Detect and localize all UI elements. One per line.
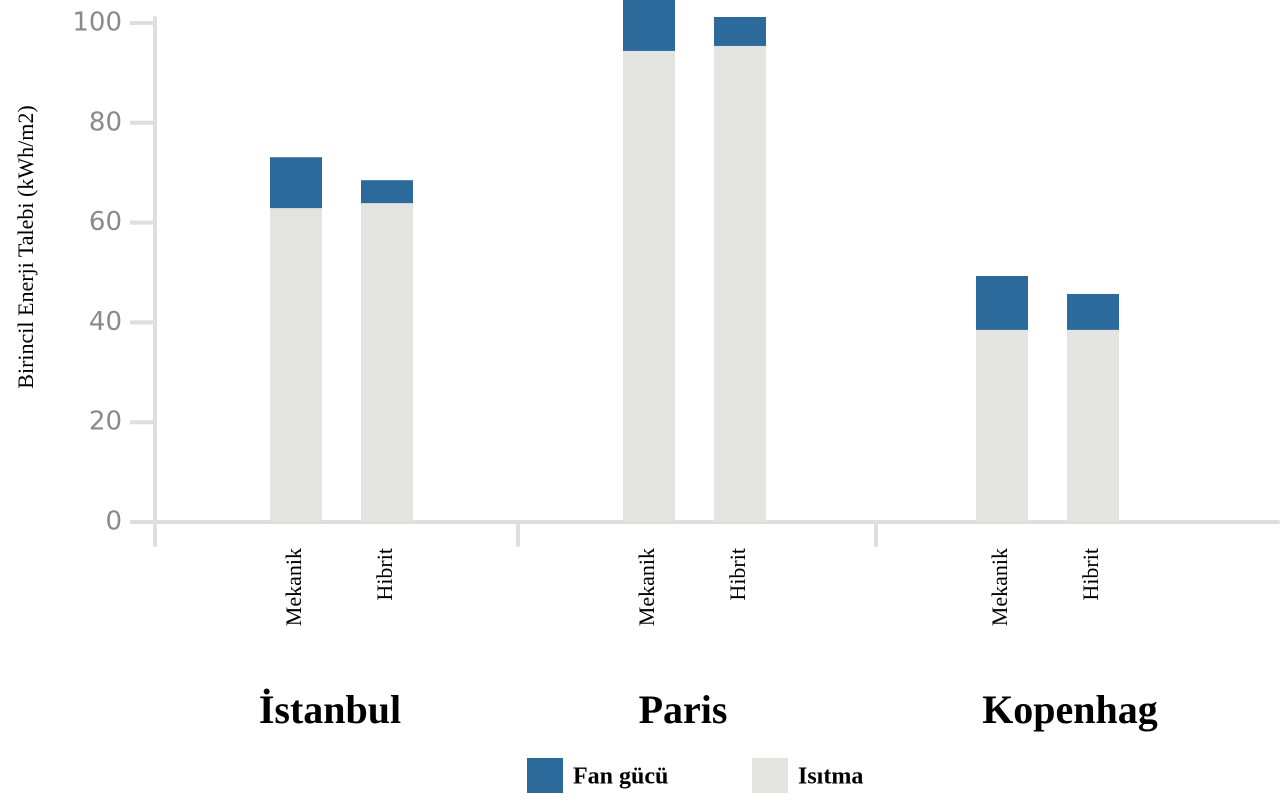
bar-segment [623,50,675,522]
x-tick-label: Mekanik [987,548,1012,626]
x-tick-label: Mekanik [634,548,659,626]
y-tick-label: 20 [89,407,122,437]
y-tick-label: 80 [89,107,122,137]
legend-swatch [752,758,788,793]
bar-segment [270,157,322,209]
bar-segment [714,45,766,522]
x-tick-label: Hibrit [1078,548,1103,601]
bar-segment [1067,329,1119,522]
legend-label: Fan gücü [573,764,668,790]
legend-label: Isıtma [798,764,863,790]
bar-segment [714,17,766,46]
y-axis-label: Birincil Enerji Talebi (kWh/m2) [13,105,38,388]
group-label: İstanbul [259,687,401,732]
bar-segment [270,208,322,522]
bar-segment [1067,293,1119,330]
y-tick-label: 60 [89,207,122,237]
legend-swatch [527,758,563,793]
bar-segment [623,0,675,51]
x-tick-label: Hibrit [725,548,750,601]
y-tick-label: 40 [89,307,122,337]
bar-segment [361,180,413,204]
group-label: Paris [639,687,728,732]
y-tick-label: 100 [72,8,122,38]
group-label: Kopenhag [982,687,1158,732]
x-tick-label: Hibrit [372,548,397,601]
y-tick-label: 0 [105,507,122,537]
x-tick-label: Mekanik [281,548,306,626]
bar-segment [361,203,413,522]
bar-segment [976,275,1028,330]
bar-segment [976,329,1028,522]
